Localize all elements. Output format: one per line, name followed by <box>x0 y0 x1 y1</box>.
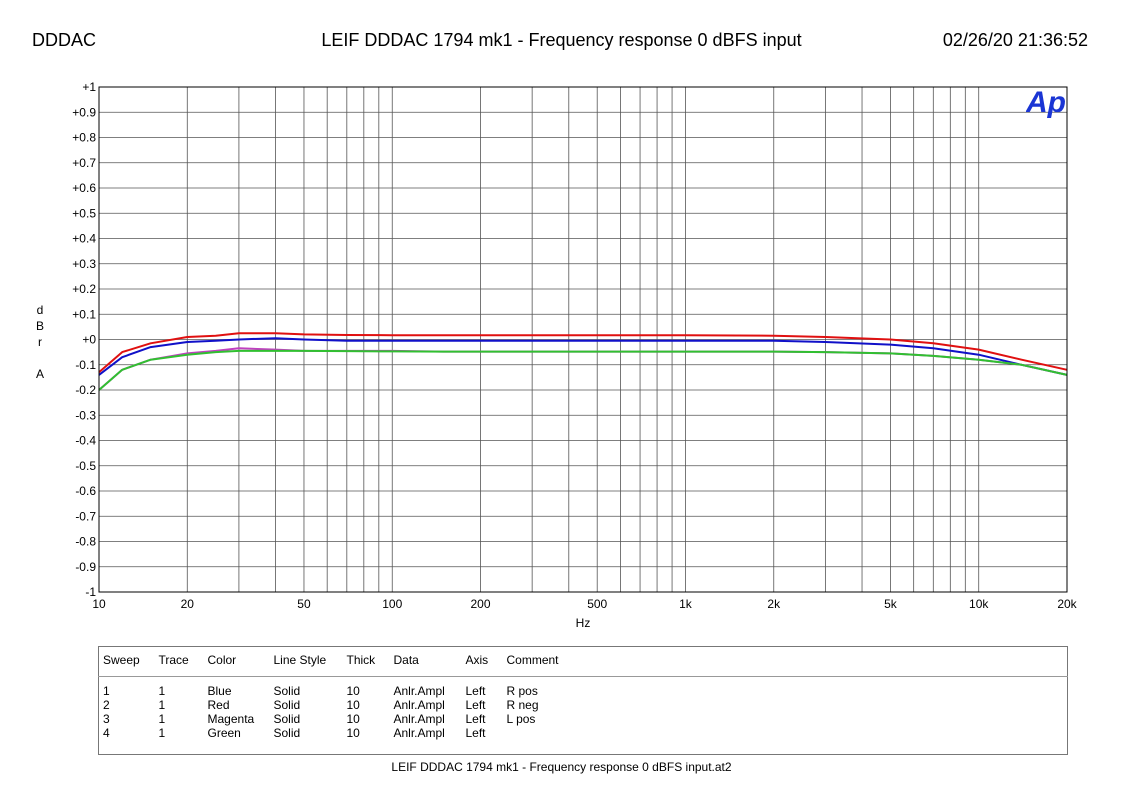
legend-header-cell: Data <box>389 646 462 677</box>
y-tick-label: -0.2 <box>75 383 96 397</box>
legend-cell: Solid <box>273 684 301 698</box>
y-tick-label: -0.4 <box>75 434 96 448</box>
legend-row: 4 1 Green Solid 10 Anlr.Ampl Left <box>99 726 1068 755</box>
series-lines <box>98 332 1068 391</box>
legend-header-cell: Thick <box>342 646 390 677</box>
legend-cell: Solid <box>273 712 301 726</box>
x-axis-label: Hz <box>576 616 591 630</box>
y-axis-label-char: A <box>35 367 44 381</box>
legend-cell: Left <box>465 698 486 712</box>
y-tick-label: +0.2 <box>72 282 96 296</box>
y-tick-label: +0.6 <box>72 181 96 195</box>
legend-cell: Anlr.Ampl <box>393 726 445 740</box>
y-tick-label: +0.3 <box>72 257 96 271</box>
legend-cell: Anlr.Ampl <box>393 712 445 726</box>
series-line-4 <box>98 349 1068 391</box>
plot-frame <box>98 86 1068 593</box>
legend-cell: Solid <box>273 698 301 712</box>
y-tick-label: -0.9 <box>75 560 96 574</box>
x-tick-label: 20k <box>1057 597 1077 611</box>
y-tick-label: +1 <box>82 80 96 94</box>
legend-cell: Left <box>465 726 486 740</box>
y-tick-label: +0.5 <box>72 206 96 220</box>
legend-row: 3 1 Magenta Solid 10 Anlr.Ampl Left L pos <box>99 712 1068 726</box>
legend-cell: R pos <box>506 684 538 698</box>
x-tick-label: 1k <box>679 597 693 611</box>
legend-cell: L pos <box>506 712 536 726</box>
legend-cell: 1 <box>158 712 166 726</box>
file-name-footer: LEIF DDDAC 1794 mk1 - Frequency response… <box>391 760 732 774</box>
y-tick-label: +0.1 <box>72 307 96 321</box>
legend-cell <box>503 726 1068 755</box>
y-axis-label-char: d <box>36 303 44 317</box>
y-tick-label: -0.8 <box>75 535 96 549</box>
x-tick-label: 20 <box>181 597 195 611</box>
legend-cell: 1 <box>158 684 166 698</box>
legend-cell: Anlr.Ampl <box>393 698 445 712</box>
x-tick-label: 5k <box>884 597 898 611</box>
y-axis-label-char: B <box>35 319 44 333</box>
y-tick-label: -1 <box>85 585 96 599</box>
legend-cell: 10 <box>346 684 360 698</box>
chart-title: LEIF DDDAC 1794 mk1 - Frequency response… <box>321 30 802 50</box>
audio-precision-logo: Ap <box>1026 86 1066 119</box>
y-tick-label: -0.6 <box>75 484 96 498</box>
legend-cell: Green <box>207 726 241 740</box>
x-tick-label: 10 <box>92 597 106 611</box>
legend-cell: Red <box>207 698 230 712</box>
y-tick-labels: +1 +0.9 +0.8 +0.7 +0.6 +0.5 +0.4 +0.3 +0.2 +0.1 +0… <box>72 80 96 599</box>
x-tick-label: 200 <box>471 597 491 611</box>
y-tick-label: -0.1 <box>75 358 96 372</box>
series-line-2 <box>98 332 1068 374</box>
header-left-label: DDDAC <box>32 30 97 50</box>
frequency-response-chart: +1 +0.9 +0.8 +0.7 +0.6 +0.5 +0.4 +0.3 +0.2 +0.1 +0… <box>72 80 1077 630</box>
legend-header-cell: Line Style <box>269 646 343 677</box>
legend-cell: R neg <box>506 698 539 712</box>
y-tick-label: +0.8 <box>72 131 96 145</box>
legend-cell: 10 <box>346 726 360 740</box>
legend-cell: 2 <box>103 698 110 712</box>
x-tick-label: 2k <box>767 597 781 611</box>
y-tick-label: -0.7 <box>75 509 96 523</box>
legend-header-cell: Comment <box>502 646 1068 677</box>
legend-cell: 10 <box>346 712 360 726</box>
legend-cell: 10 <box>346 698 360 712</box>
y-tick-label: +0.9 <box>72 105 96 119</box>
sweep-legend-table: Sweep Trace Color Line Style Thick Data Axis Co… <box>98 646 1068 755</box>
legend-cell: Anlr.Ampl <box>393 684 445 698</box>
series-line-1 <box>98 337 1068 376</box>
legend-header-row: Sweep Trace Color Line Style Thick Data Axis Co… <box>98 646 1068 677</box>
legend-cell: Magenta <box>207 712 255 726</box>
legend-cell: 1 <box>158 698 166 712</box>
y-tick-label: +0.4 <box>72 232 96 246</box>
legend-header-cell: Sweep <box>98 646 155 677</box>
x-tick-label: 50 <box>297 597 311 611</box>
legend-cell: Solid <box>273 726 301 740</box>
x-tick-label: 100 <box>382 597 402 611</box>
legend-header-cell: Trace <box>154 646 204 677</box>
legend-cell: Left <box>465 712 486 726</box>
y-tick-label: -0.5 <box>75 459 96 473</box>
legend-cell: 3 <box>103 712 110 726</box>
legend-cell: Left <box>465 684 486 698</box>
legend-header-cell: Color <box>203 646 270 677</box>
logo-text: Ap <box>1026 86 1066 119</box>
y-tick-label: -0.3 <box>75 408 96 422</box>
legend-cell: 1 <box>158 726 166 740</box>
x-tick-label: 500 <box>587 597 607 611</box>
legend-cell: Blue <box>207 684 232 698</box>
y-tick-label: +0 <box>82 333 96 347</box>
y-tick-label: +0.7 <box>72 156 96 170</box>
x-tick-label: 10k <box>969 597 989 611</box>
legend-header-cell: Axis <box>461 646 503 677</box>
timestamp: 02/26/20 21:36:52 <box>942 30 1088 50</box>
legend-row: 1 1 Blue Solid 10 Anlr.Ampl Left R pos <box>99 677 1068 699</box>
legend-cell: 4 <box>103 726 110 740</box>
legend-cell: 1 <box>103 684 110 698</box>
legend-row: 2 1 Red Solid 10 Anlr.Ampl Left R neg <box>99 698 1068 712</box>
x-tick-labels: 10 20 50 100 200 500 1k 2k 5k 10k 20k <box>92 597 1077 611</box>
y-axis-label-char: r <box>38 335 42 349</box>
